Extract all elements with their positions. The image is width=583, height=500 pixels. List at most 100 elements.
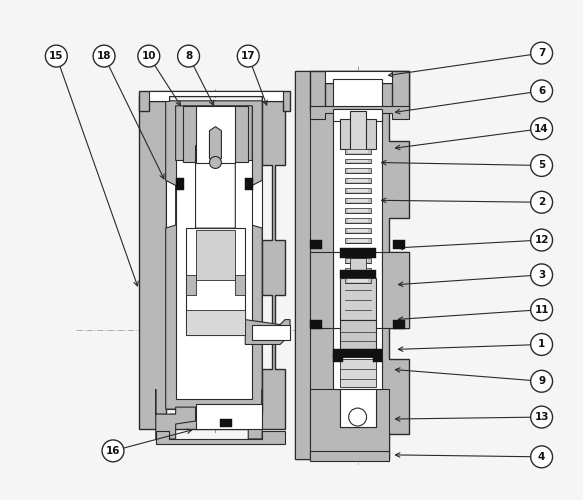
Circle shape [237,45,259,67]
Polygon shape [195,140,236,228]
Polygon shape [347,160,367,162]
Polygon shape [333,358,382,389]
Polygon shape [295,71,409,459]
Text: 17: 17 [241,51,255,61]
Bar [195,106,236,164]
Text: 15: 15 [49,51,64,61]
Circle shape [138,45,160,67]
Bar [166,101,262,409]
Polygon shape [185,275,195,294]
Polygon shape [340,278,375,320]
Text: 12: 12 [535,235,549,245]
Polygon shape [168,96,285,429]
Polygon shape [345,198,371,203]
Polygon shape [345,178,371,184]
Polygon shape [347,239,367,242]
Bar [350,111,366,150]
Circle shape [531,406,553,428]
Polygon shape [340,360,375,387]
Polygon shape [347,170,367,172]
Polygon shape [310,106,409,118]
Polygon shape [347,279,367,282]
Polygon shape [345,258,371,263]
Circle shape [531,446,553,468]
Polygon shape [236,275,245,294]
Polygon shape [345,268,371,273]
Polygon shape [209,126,222,162]
Text: 5: 5 [538,160,545,170]
Bar [394,320,405,328]
Polygon shape [175,106,252,160]
Bar [340,270,375,278]
Circle shape [531,334,553,355]
Bar [394,240,405,249]
Circle shape [349,408,367,426]
Polygon shape [195,230,236,280]
Polygon shape [229,389,262,439]
Circle shape [531,80,553,102]
Polygon shape [345,158,371,164]
Polygon shape [333,79,382,109]
Circle shape [531,370,553,392]
Polygon shape [347,259,367,262]
Polygon shape [185,310,245,334]
Polygon shape [347,209,367,212]
Polygon shape [325,71,392,83]
Text: 13: 13 [535,412,549,422]
Text: 4: 4 [538,452,545,462]
Text: 3: 3 [538,270,545,280]
Polygon shape [310,389,389,459]
Polygon shape [345,228,371,233]
Polygon shape [347,229,367,232]
Polygon shape [149,91,283,101]
Polygon shape [345,278,371,283]
Polygon shape [347,180,367,182]
Polygon shape [382,252,409,328]
Bar [310,240,322,249]
Bar [175,106,252,399]
Text: 8: 8 [185,51,192,61]
Polygon shape [310,451,389,461]
Polygon shape [345,218,371,223]
Bar [175,178,184,190]
Circle shape [45,45,67,67]
Text: 10: 10 [142,51,156,61]
Circle shape [93,45,115,67]
Polygon shape [345,188,371,194]
Polygon shape [310,252,333,328]
Circle shape [178,45,199,67]
Polygon shape [295,71,310,459]
Polygon shape [340,320,375,350]
Bar [350,258,366,270]
Polygon shape [345,148,371,154]
Text: 14: 14 [534,124,549,134]
Bar [220,419,233,427]
Polygon shape [252,324,290,340]
Polygon shape [347,150,367,152]
Polygon shape [310,71,409,111]
Circle shape [531,42,553,64]
Text: 11: 11 [535,304,549,314]
Bar [333,109,382,120]
Bar [333,354,343,362]
Polygon shape [347,219,367,222]
Bar [333,252,382,328]
Bar [340,389,375,427]
Polygon shape [347,190,367,192]
Polygon shape [166,101,262,409]
Text: 9: 9 [538,376,545,386]
Polygon shape [347,269,367,272]
Polygon shape [182,106,248,162]
Polygon shape [340,118,375,148]
Polygon shape [185,228,245,334]
Polygon shape [245,320,290,344]
Polygon shape [156,431,285,444]
Polygon shape [345,248,371,253]
Polygon shape [345,168,371,173]
Bar [333,118,382,427]
Polygon shape [139,91,290,111]
Circle shape [531,264,553,286]
Bar [340,248,375,258]
Bar [373,354,382,362]
Text: 2: 2 [538,198,545,207]
